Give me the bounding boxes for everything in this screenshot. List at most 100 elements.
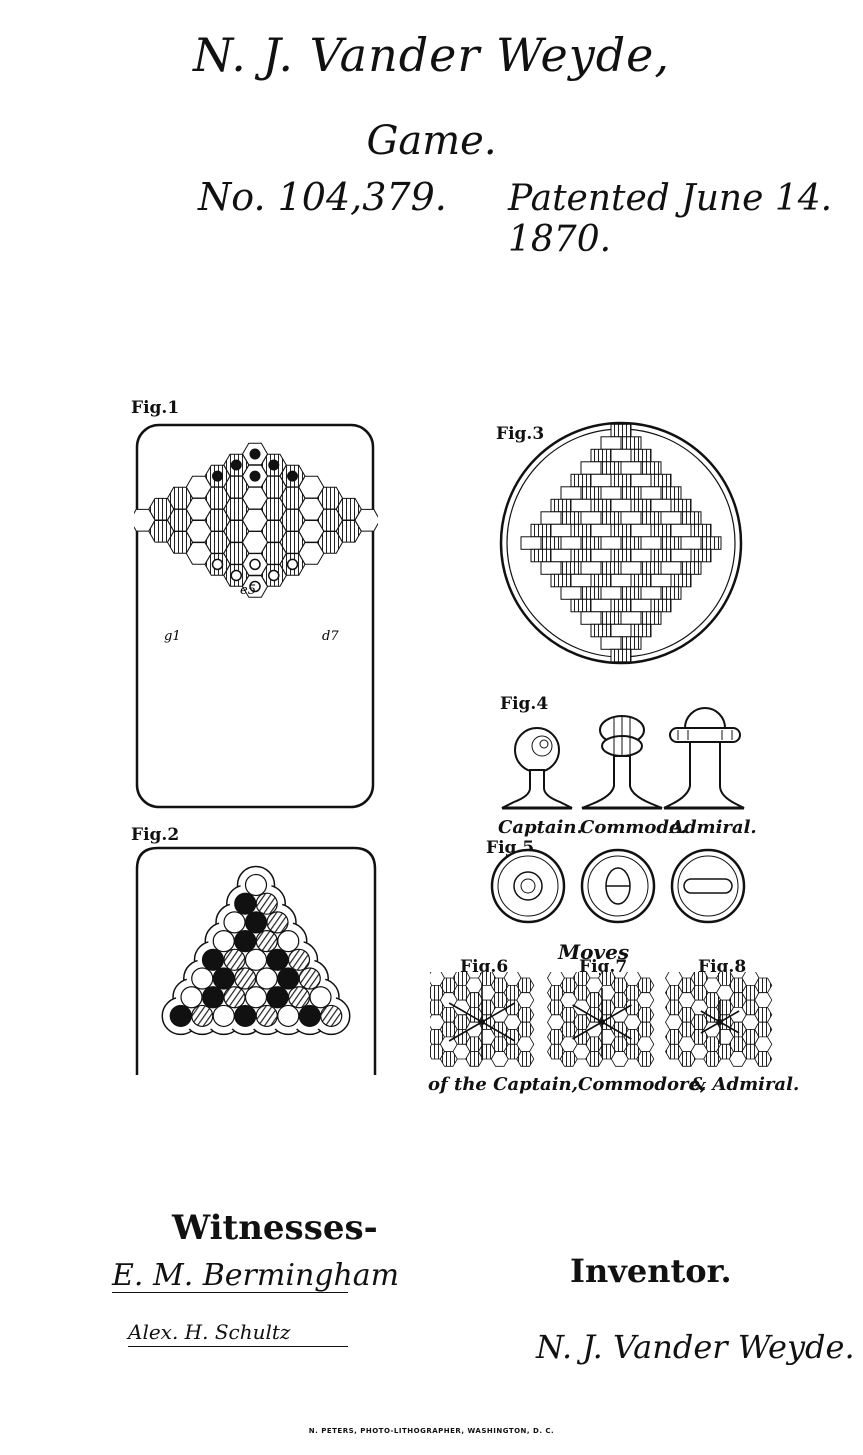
board-circle-cell	[287, 986, 311, 1009]
black-piece	[230, 459, 242, 471]
board-circle-cell	[244, 873, 268, 897]
board-rect-cell	[670, 548, 692, 563]
board-rect-cell	[550, 548, 572, 563]
move-hex-cell	[636, 977, 655, 994]
admiral-top	[670, 848, 746, 924]
move-hex-cell	[754, 977, 773, 994]
move-line	[481, 1021, 516, 1042]
board-rect-cell	[570, 473, 592, 488]
board-circle-cell	[212, 1004, 235, 1028]
black-piece	[268, 459, 280, 471]
board-rect-cell	[580, 536, 602, 550]
board-rect-cell	[650, 573, 672, 588]
move-hex-cell	[636, 1007, 655, 1023]
board-rect-cell	[580, 611, 602, 625]
board-rect-cell	[570, 598, 592, 613]
board-rect-cell	[610, 623, 632, 638]
board-rect-cell	[670, 523, 692, 538]
board-rect-cell	[620, 586, 642, 600]
white-piece	[249, 580, 261, 593]
move-line	[448, 1021, 483, 1042]
fig1-label: Fig.1	[131, 398, 180, 418]
board-rect-cell	[560, 536, 582, 550]
white-piece	[230, 569, 242, 582]
board-rect-cell	[610, 573, 632, 588]
board-circle-cell	[287, 948, 311, 971]
board-circle-cell	[234, 1004, 257, 1028]
board-rect-cell	[580, 486, 602, 500]
move-origin	[717, 1019, 723, 1025]
board-circle-cell	[201, 948, 225, 971]
board-rect-cell	[670, 573, 692, 588]
board-rect-cell	[690, 523, 712, 538]
board-rect-cell	[650, 523, 672, 538]
move-line	[719, 1021, 740, 1034]
patent-subject: Game.	[366, 118, 497, 164]
white-piece	[249, 558, 261, 571]
move-line	[481, 1002, 516, 1023]
board-rect-cell	[640, 536, 662, 550]
move-line	[700, 1021, 721, 1034]
fig5-piece-tops	[490, 848, 746, 924]
board-rect-cell	[620, 436, 642, 450]
board-rect-cell	[560, 586, 582, 600]
board-rect-cell	[630, 623, 652, 638]
moves-caption-admiral: & Admiral.	[690, 1074, 800, 1095]
move-hex-cell	[516, 1007, 535, 1023]
board-rect-cell	[680, 536, 702, 550]
inventor-signature: N. J. Vander Weyde.	[536, 1328, 855, 1366]
move-hex-cell	[636, 992, 655, 1008]
board-rect-cell	[530, 523, 552, 538]
board-circle-cell	[277, 967, 300, 990]
board-rect-cell	[620, 611, 642, 625]
board-rect-cell	[620, 486, 642, 500]
board-rect-cell	[570, 548, 592, 563]
board-rect-cell	[630, 548, 652, 563]
black-piece	[212, 470, 223, 482]
board-circle-cell	[255, 1004, 278, 1028]
board-rect-cell	[630, 498, 652, 513]
caption-captain: Captain.	[498, 817, 583, 838]
board-rect-cell	[660, 536, 682, 550]
move-hex-cell	[516, 1051, 535, 1067]
board-rect-cell	[600, 461, 622, 475]
move-origin	[479, 1019, 485, 1025]
label-e5: e5	[240, 583, 256, 598]
move-line	[700, 1010, 721, 1023]
fig8-label: Fig.8	[698, 957, 747, 977]
inventor-heading: Inventor.	[570, 1252, 732, 1290]
white-piece	[268, 569, 280, 582]
move-hex-cell	[516, 977, 535, 994]
move-line	[572, 1004, 603, 1023]
board-circle-cell	[320, 1004, 343, 1028]
board-rect-cell	[670, 498, 692, 513]
moves-caption-commodore: Commodore,	[578, 1074, 707, 1095]
board-rect-cell	[660, 486, 682, 500]
admiral-piece	[663, 707, 745, 810]
board-rect-cell	[540, 561, 562, 575]
board-circle-cell	[191, 967, 214, 990]
board-rect-cell	[580, 586, 602, 600]
board-rect-cell	[550, 523, 572, 538]
lithographer-footer: N. PETERS, PHOTO-LITHOGRAPHER, WASHINGTO…	[308, 1427, 555, 1435]
board-rect-cell	[600, 536, 622, 550]
fig1-hex-cells	[134, 442, 378, 598]
board-circle-cell	[244, 948, 268, 971]
board-rect-cell	[530, 548, 552, 563]
board-rect-cell	[580, 461, 602, 475]
board-circle-cell	[244, 911, 268, 934]
board-rect-cell	[650, 473, 672, 488]
witness-signature-2: Alex. H. Schultz	[128, 1320, 291, 1344]
board-circle-cell	[298, 967, 321, 990]
move-hex-cell	[516, 1021, 535, 1038]
board-rect-cell	[660, 511, 682, 525]
commode-top	[580, 848, 656, 924]
move-hex-cell	[754, 1007, 773, 1023]
board-rect-cell	[550, 498, 572, 513]
fig1-hex-board: e5 g1 d7	[134, 423, 378, 809]
label-d7: d7	[322, 629, 339, 644]
witness-signature-1: E. M. Bermingham	[112, 1258, 400, 1293]
board-rect-cell	[640, 561, 662, 575]
board-rect-cell	[600, 586, 622, 600]
label-g1: g1	[164, 629, 181, 644]
